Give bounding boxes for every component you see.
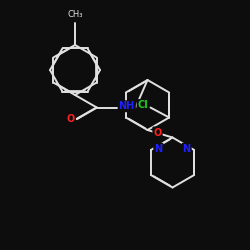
Text: NH: NH	[118, 101, 135, 111]
Text: N: N	[182, 144, 191, 154]
Text: O: O	[66, 114, 74, 124]
Text: O: O	[154, 128, 162, 138]
Text: N: N	[154, 144, 162, 154]
Text: CH₃: CH₃	[67, 10, 83, 19]
Text: Cl: Cl	[138, 100, 148, 110]
